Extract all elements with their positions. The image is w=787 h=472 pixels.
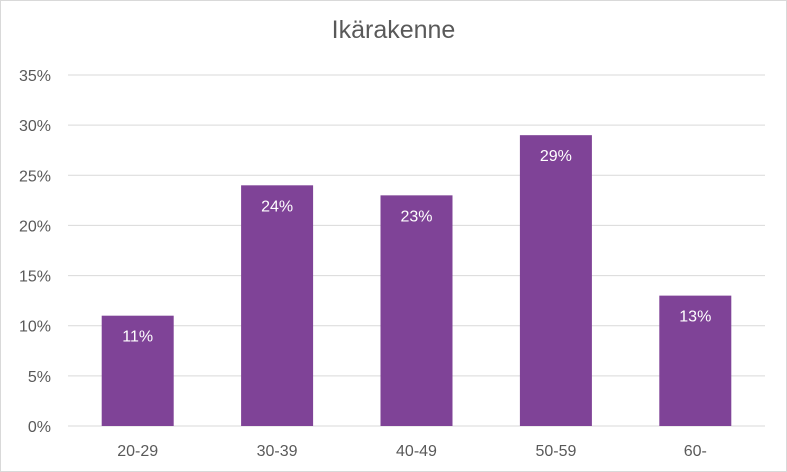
data-label: 24%: [261, 198, 293, 215]
bar: [519, 135, 592, 426]
x-tick-label: 40-49: [396, 443, 437, 460]
data-label: 11%: [122, 329, 153, 346]
y-tick-label: 0%: [28, 419, 51, 436]
y-tick-label: 20%: [19, 218, 51, 235]
data-label: 29%: [540, 148, 572, 165]
bar: [659, 295, 732, 426]
data-label: 23%: [400, 208, 432, 225]
data-label: 13%: [679, 309, 711, 326]
x-tick-label: 30-39: [257, 443, 298, 460]
y-tick-label: 30%: [19, 118, 51, 135]
y-tick-label: 35%: [19, 68, 51, 85]
bar: [241, 185, 314, 426]
y-tick-label: 10%: [19, 319, 51, 336]
bar: [380, 195, 453, 426]
y-tick-label: 15%: [19, 269, 51, 286]
y-tick-label: 25%: [19, 168, 51, 185]
chart-title: Ikärakenne: [331, 16, 456, 44]
x-tick-label: 60-: [684, 443, 707, 460]
bar: [101, 315, 174, 426]
x-tick-label: 50-59: [535, 443, 576, 460]
y-tick-label: 5%: [28, 369, 51, 386]
x-tick-label: 20-29: [117, 443, 158, 460]
